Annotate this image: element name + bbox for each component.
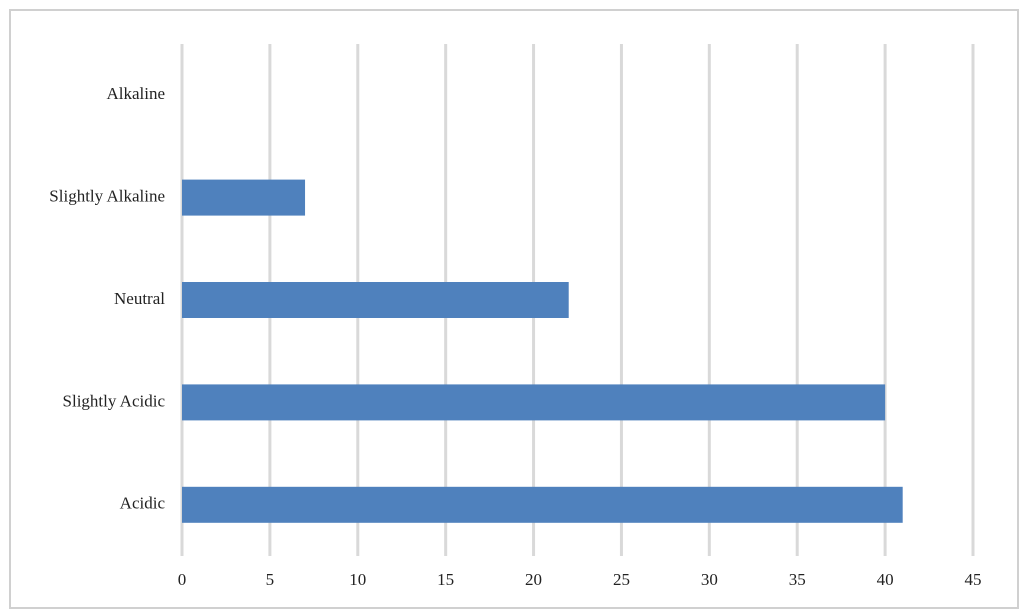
x-tick-label: 20 — [525, 570, 542, 589]
x-tick-label: 30 — [701, 570, 718, 589]
x-tick-label: 10 — [349, 570, 366, 589]
x-tick-label: 25 — [613, 570, 630, 589]
x-tick-label: 15 — [437, 570, 454, 589]
x-tick-label: 5 — [266, 570, 275, 589]
y-tick-label: Slightly Alkaline — [49, 187, 165, 206]
x-tick-label: 45 — [965, 570, 982, 589]
y-tick-label: Acidic — [120, 494, 166, 513]
x-tick-label: 35 — [789, 570, 806, 589]
x-tick-label: 0 — [178, 570, 187, 589]
y-tick-label: Slightly Acidic — [63, 391, 166, 410]
bar — [182, 384, 886, 421]
x-tick-label: 40 — [877, 570, 894, 589]
y-tick-label: Alkaline — [106, 84, 165, 103]
bar — [182, 486, 903, 523]
bar — [182, 282, 569, 318]
bar — [182, 179, 306, 216]
y-tick-label: Neutral — [114, 289, 165, 308]
